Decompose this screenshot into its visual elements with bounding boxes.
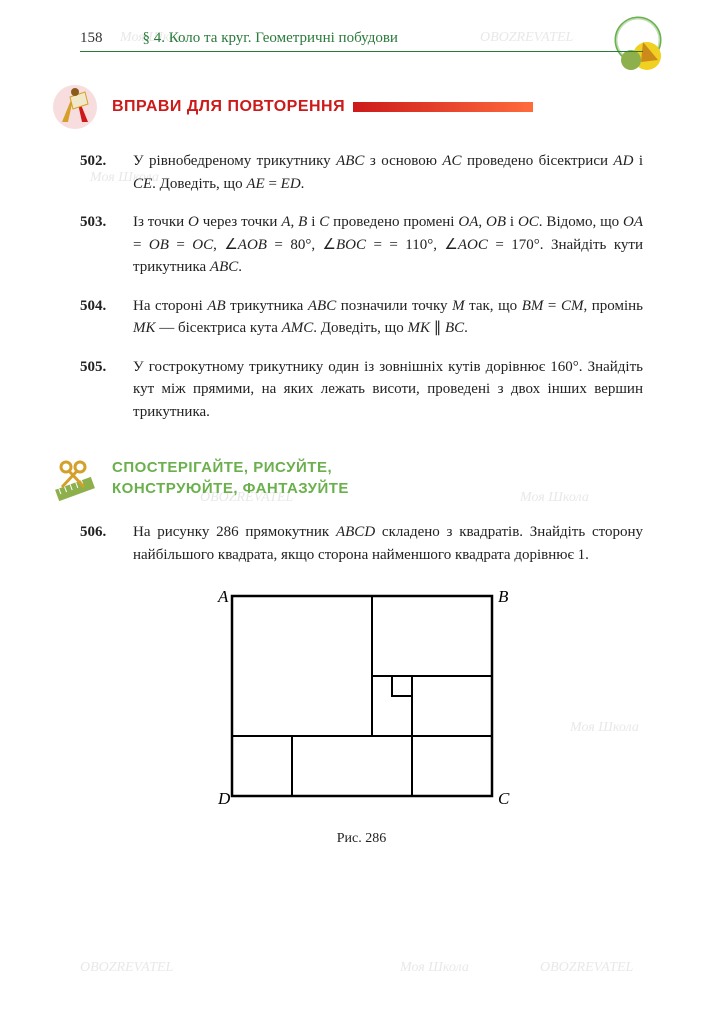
exercise-text: На рисунку 286 прямокутник ABCD складено… <box>133 521 643 566</box>
exercise-row: 502.У рівнобедреному трикутнику ABC з ос… <box>80 150 643 195</box>
exercise-text: На стороні AB трикутника ABC позначили т… <box>133 295 643 340</box>
label-C: C <box>498 789 510 808</box>
label-D: D <box>217 789 231 808</box>
exercise-text: У гострокутному трикутнику один із зовні… <box>133 356 643 424</box>
exercise-row: 504.На стороні AB трикутника ABC позначи… <box>80 295 643 340</box>
section-review-header: ВПРАВИ ДЛЯ ПОВТОРЕННЯ <box>50 82 643 132</box>
figure-svg: A B C D <box>202 586 522 816</box>
exercise-row: 505.У гострокутному трикутнику один із з… <box>80 356 643 424</box>
label-A: A <box>217 587 229 606</box>
exercise-text: Із точки O через точки A, B і C проведен… <box>133 211 643 279</box>
exercise-number: 506. <box>80 521 125 566</box>
section-observe-header: СПОСТЕРІГАЙТЕ, РИСУЙТЕ, КОНСТРУЮЙТЕ, ФАН… <box>50 453 643 503</box>
watermark-text: OBOZREVATEL <box>540 960 633 976</box>
watermark-text: OBOZREVATEL <box>80 960 173 976</box>
chapter-title: § 4. Коло та круг. Геометричні побудови <box>143 30 398 47</box>
textbook-page: Моя ШколаOBOZREVATELМоя ШколаOBOZREVATEL… <box>0 0 703 1024</box>
page-header: 158 § 4. Коло та круг. Геометричні побуд… <box>80 30 643 52</box>
exercise-number: 502. <box>80 150 125 195</box>
exercise-row: 506.На рисунку 286 прямокутник ABCD скла… <box>80 521 643 566</box>
section-review-bar <box>353 102 533 112</box>
label-B: B <box>498 587 509 606</box>
ruler-scissors-icon <box>50 453 100 503</box>
exercise-row: 503.Із точки O через точки A, B і C пров… <box>80 211 643 279</box>
section-observe-line2: КОНСТРУЮЙТЕ, ФАНТАЗУЙТЕ <box>112 478 349 499</box>
section-observe-line1: СПОСТЕРІГАЙТЕ, РИСУЙТЕ, <box>112 457 349 478</box>
exercise-text: У рівнобедреному трикутнику ABC з осново… <box>133 150 643 195</box>
exercises-review-list: 502.У рівнобедреному трикутнику ABC з ос… <box>80 150 643 423</box>
section-review-title: ВПРАВИ ДЛЯ ПОВТОРЕННЯ <box>112 98 345 116</box>
figure-286: A B C D Рис. 286 <box>80 586 643 847</box>
watermark-text: Моя Школа <box>400 960 469 976</box>
figure-caption: Рис. 286 <box>80 831 643 847</box>
compass-pencil-icon <box>50 82 100 132</box>
page-number: 158 <box>80 30 103 47</box>
section-observe-title: СПОСТЕРІГАЙТЕ, РИСУЙТЕ, КОНСТРУЮЙТЕ, ФАН… <box>112 457 349 499</box>
exercises-observe-list: 506.На рисунку 286 прямокутник ABCD скла… <box>80 521 643 566</box>
exercise-number: 505. <box>80 356 125 424</box>
exercise-number: 504. <box>80 295 125 340</box>
exercise-number: 503. <box>80 211 125 279</box>
